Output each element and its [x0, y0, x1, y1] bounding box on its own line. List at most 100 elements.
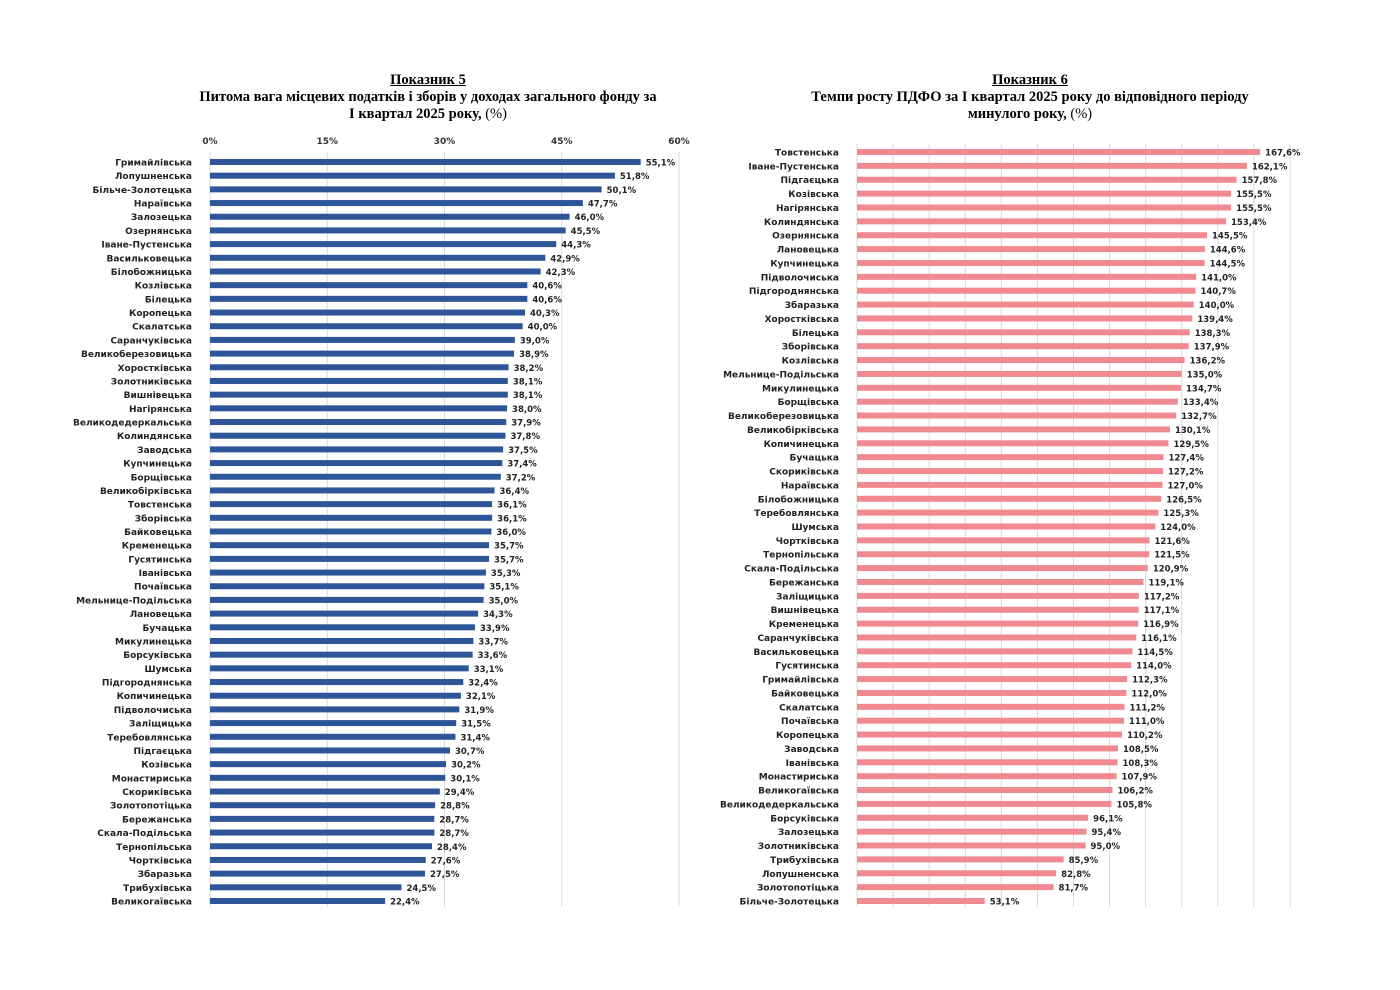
- chart6-category-label: Купчинецька: [770, 259, 839, 269]
- chart5-bar: [210, 665, 469, 672]
- chart6-category-label: Хоростківська: [765, 314, 839, 325]
- chart6-category-label: Лановецька: [777, 246, 839, 256]
- chart5-category-label: Тернопільська: [116, 842, 192, 853]
- chart6-data-label: 111,0%: [1129, 717, 1165, 727]
- chart5-bar: [210, 761, 447, 768]
- chart5-bar: [210, 159, 641, 165]
- chart5-category-label: Бучацька: [142, 624, 192, 634]
- chart6-data-label: 112,0%: [1131, 689, 1167, 699]
- chart6-data-label: 112,3%: [1132, 676, 1168, 686]
- chart5-data-label: 30,2%: [451, 761, 481, 771]
- chart6-category-label: Великобірківська: [747, 425, 839, 436]
- chart6-bar: [857, 620, 1139, 627]
- chart5-bar: [210, 569, 486, 576]
- chart5-category-label: Скориківська: [122, 787, 192, 798]
- chart6-bar: [857, 370, 1182, 377]
- chart6-data-label: 105,8%: [1117, 800, 1153, 810]
- chart6-category-label: Заліщицька: [776, 591, 839, 602]
- chart5-bar: [210, 460, 503, 467]
- chart5-data-label: 46,0%: [575, 213, 605, 223]
- chart6-data-label: 119,1%: [1149, 578, 1185, 588]
- chart6-bar: [857, 162, 1247, 169]
- chart6-data-label: 157,8%: [1242, 176, 1278, 186]
- chart6-bar: [857, 800, 1112, 807]
- chart5-data-label: 28,8%: [440, 802, 470, 812]
- chart6-bar: [857, 759, 1118, 766]
- chart6-category-label: Збаразька: [785, 300, 839, 311]
- chart5-data-label: 33,7%: [478, 637, 508, 647]
- chart6-data-label: 127,4%: [1168, 454, 1204, 464]
- chart6-category-label: Більче-Золотецька: [740, 897, 839, 908]
- chart5-bar: [210, 446, 504, 453]
- chart5-title: Показник 5: [390, 72, 466, 88]
- chart5-bar: [210, 788, 440, 795]
- chart5-category-label: Більче-Золотецька: [93, 185, 192, 196]
- chart5-data-label: 51,8%: [620, 172, 650, 182]
- chart6-bar: [857, 426, 1170, 433]
- chart5-bar: [210, 624, 475, 631]
- chart6-category-label: Залозецька: [778, 828, 839, 838]
- chart6-data-label: 95,0%: [1091, 842, 1121, 852]
- chart5-category-label: Копичинецька: [117, 692, 192, 702]
- chart6-category-label: Васильковецька: [754, 648, 840, 658]
- chart6-bar: [857, 509, 1159, 516]
- chart6-bar: [857, 259, 1205, 266]
- chart5-bar: [210, 186, 602, 193]
- chart6-bar: [857, 676, 1128, 683]
- chart6-bar: [857, 204, 1232, 211]
- chart5-category-label: Козівська: [141, 760, 192, 771]
- chart6-data-label: 116,1%: [1141, 634, 1177, 644]
- chart5-bar: [210, 501, 493, 508]
- chart6-category-label: Монастириська: [759, 773, 839, 783]
- chart5-bar: [210, 227, 566, 234]
- chart5-bar: [210, 651, 473, 658]
- chart6-category-label: Борщівська: [778, 397, 839, 408]
- chart6-category-label: Саранчуківська: [757, 633, 839, 644]
- chart6-category-label: Байковецька: [771, 689, 839, 699]
- chart6-category-label: Озернянська: [772, 232, 839, 242]
- chart6-bar: [857, 412, 1177, 419]
- chart5-data-label: 30,1%: [450, 774, 480, 784]
- chart5-data-label: 27,5%: [430, 870, 460, 880]
- chart6-subtitle-line2: минулого року,: [967, 106, 1067, 122]
- chart6-data-label: 127,2%: [1168, 468, 1204, 478]
- chart6-bar: [857, 343, 1189, 350]
- chart6-data-label: 116,9%: [1143, 620, 1179, 630]
- chart6-category-label: Козівська: [788, 189, 839, 200]
- chart5-bar: [210, 295, 528, 302]
- chart6-data-label: 108,5%: [1123, 745, 1159, 755]
- chart5-category-label: Великогаївська: [111, 898, 192, 908]
- chart6-category-label: Товстенська: [775, 149, 839, 159]
- chart6-category-label: Іванівська: [786, 758, 839, 769]
- chart5-data-label: 36,1%: [497, 514, 527, 524]
- chart6-bar: [857, 232, 1208, 239]
- chart6-category-label: Скориківська: [769, 467, 839, 478]
- chart6-category-label: Чортківська: [776, 536, 839, 547]
- chart6-bar: [857, 814, 1089, 821]
- chart6-category-label: Скалатська: [779, 703, 839, 713]
- chart5-bar: [210, 254, 546, 261]
- chart6-category-label: Почаївська: [781, 717, 839, 727]
- chart5-bar: [210, 774, 446, 781]
- chart6-bar: [857, 398, 1178, 405]
- chart6-category-label: Лопушненська: [762, 870, 839, 880]
- chart6-bar: [857, 287, 1196, 294]
- chart5-category-label: Чортківська: [129, 855, 192, 866]
- chart5-data-label: 27,6%: [431, 856, 461, 866]
- chart5-data-label: 31,9%: [464, 706, 494, 716]
- chart6-data-label: 106,2%: [1117, 787, 1153, 797]
- chart6-plot: Товстенська 167,6% Іване-Пустенська 162,1% П…: [720, 144, 1301, 908]
- chart6-category-label: Підгороднянська: [749, 286, 839, 297]
- chart5-category-label: Великобірківська: [100, 486, 192, 497]
- chart6-bar: [857, 468, 1163, 475]
- chart6-category-label: Нагірянська: [776, 203, 839, 214]
- chart5-x-tick-label: 60%: [668, 137, 690, 147]
- chart6-category-label: Золотопотіцька: [757, 883, 839, 894]
- chart5-category-label: Купчинецька: [123, 460, 192, 470]
- chart6-data-label: 121,6%: [1155, 537, 1191, 547]
- chart6-bar: [857, 176, 1237, 183]
- chart5-bar: [210, 419, 507, 426]
- chart5-data-label: 40,0%: [528, 323, 558, 333]
- chart6-bar: [857, 537, 1150, 544]
- chart6-title-block: Показник 6 Темпи росту ПДФО за І квартал…: [760, 72, 1300, 123]
